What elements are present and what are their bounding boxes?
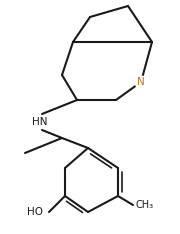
Text: HN: HN: [32, 117, 48, 127]
Text: HO: HO: [27, 207, 43, 217]
Text: CH₃: CH₃: [136, 200, 154, 210]
Text: N: N: [137, 77, 145, 87]
